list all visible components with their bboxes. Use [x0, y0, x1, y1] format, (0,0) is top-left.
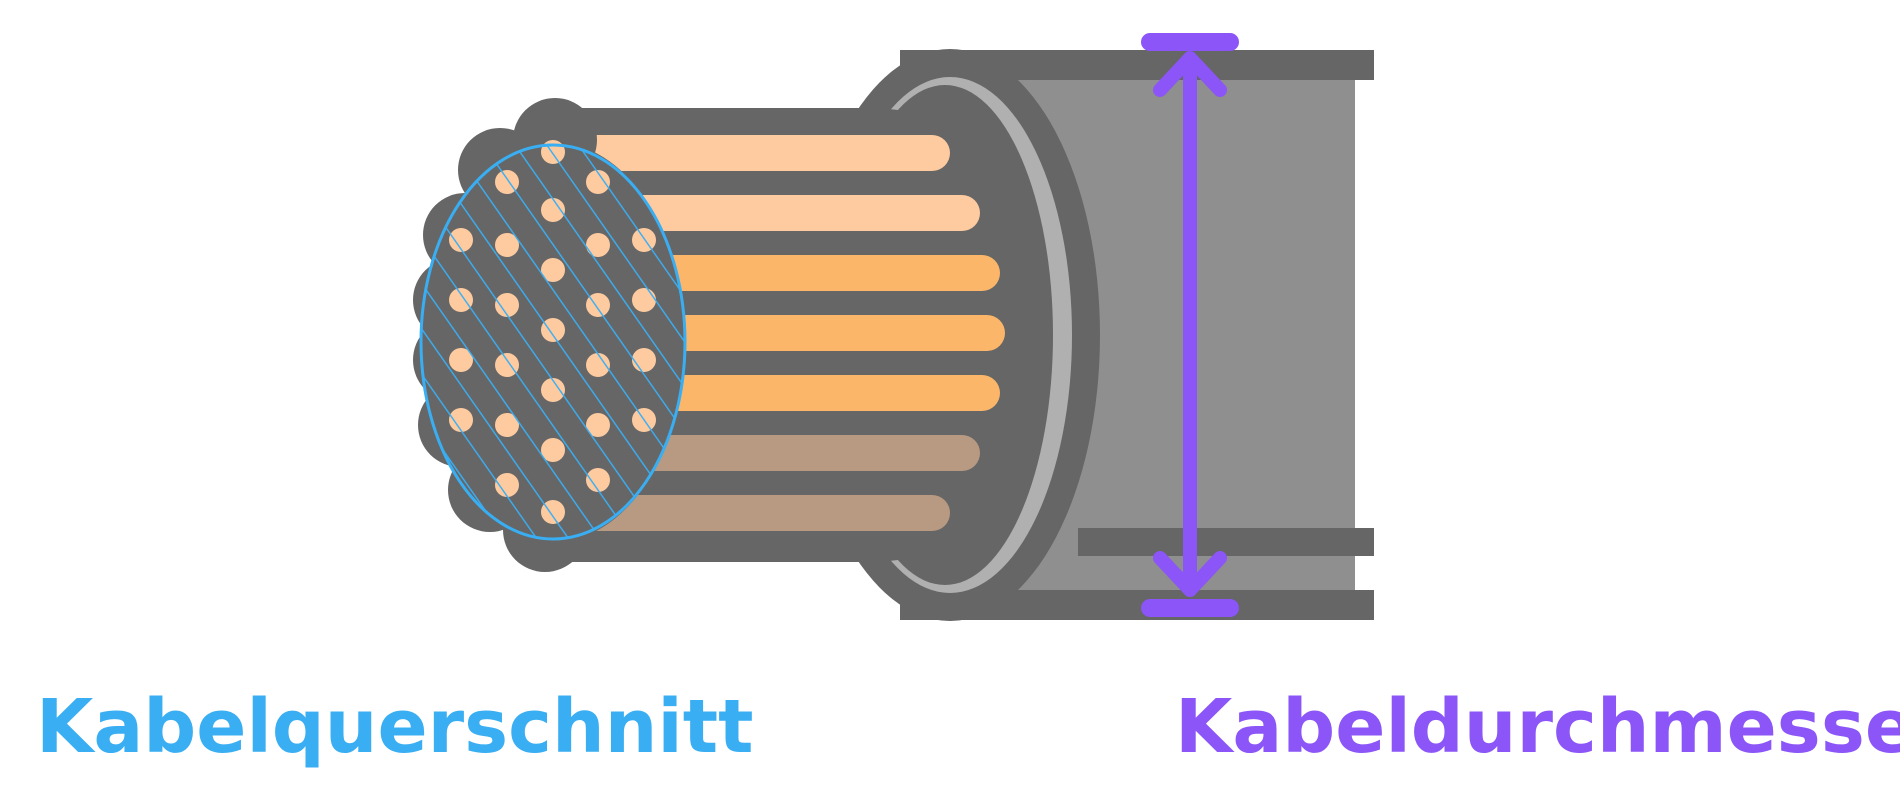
- diameter-label: Kabeldurchmesser: [1175, 684, 1900, 770]
- cross-section-hatch: [419, 143, 687, 541]
- cross-section-label: Kabelquerschnitt: [36, 684, 754, 770]
- diameter-arrow: [1141, 33, 1239, 617]
